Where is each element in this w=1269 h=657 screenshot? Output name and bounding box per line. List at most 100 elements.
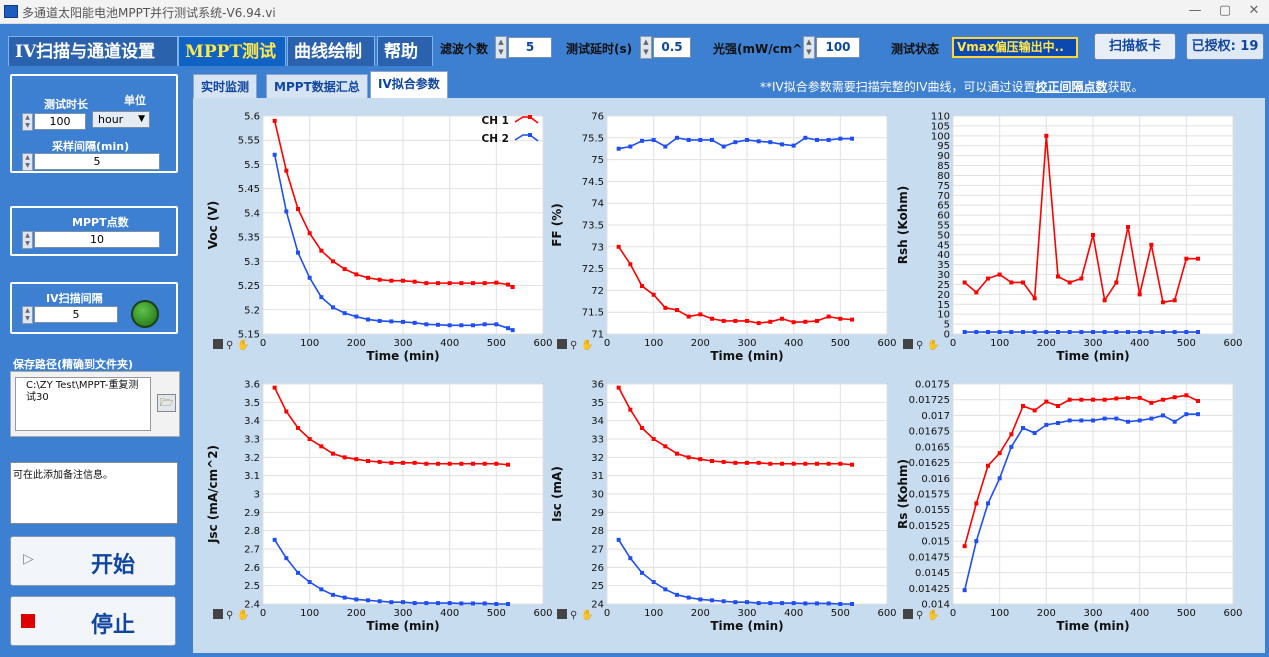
data-point [686, 137, 691, 142]
data-point [284, 409, 289, 414]
data-point [1114, 330, 1119, 335]
maximize-button[interactable]: ▢ [1218, 3, 1232, 18]
x-tick-label: 500 [487, 608, 506, 619]
y-tick-label: 0.016 [921, 474, 950, 485]
stop-button[interactable]: 停止 [10, 596, 176, 646]
data-point [424, 461, 429, 466]
y-axis-label: Rsh (Kohm) [896, 186, 910, 264]
folder-browse-icon[interactable]: 🗁 [157, 394, 176, 412]
y-tick-label: 5.6 [244, 112, 260, 123]
data-point [331, 592, 335, 597]
note-input[interactable]: 可在此添加备注信息。 [10, 462, 178, 524]
iv-interval-input[interactable]: 5 [34, 306, 118, 323]
sample-interval-input[interactable]: 5 [34, 153, 160, 170]
x-tick-label: 400 [1130, 338, 1149, 349]
title-bar: 多通道太阳能电池MPPT并行测试系统-V6.94.vi — ▢ ✕ [0, 0, 1269, 24]
y-tick-label: 15 [937, 300, 950, 311]
tab-curve-plot[interactable]: 曲线绘制 [287, 36, 375, 66]
y-tick-label: 85 [937, 161, 950, 172]
left-settings-panel: 测试时长 单位 ▲ ▼ 100 hour ▼ 采样间隔(min) ▲ ▼ 5 MPPT… [0, 66, 187, 653]
duration-stepper[interactable]: ▲ ▼ [22, 113, 33, 131]
tab-iv-scan[interactable]: IV扫描与通道设置 [8, 36, 178, 66]
data-point [616, 385, 621, 390]
x-tick-label: 0 [950, 608, 956, 619]
tab-iv-fit-params[interactable]: IV拟合参数 [370, 71, 448, 98]
tab-help[interactable]: 帮助 [377, 36, 433, 66]
start-button[interactable]: ▷ 开始 [10, 536, 176, 586]
x-tick-label: 400 [1130, 608, 1149, 619]
data-point [1079, 418, 1084, 423]
data-point [1044, 330, 1049, 335]
data-point [768, 140, 773, 145]
mppt-points-input[interactable]: 10 [34, 231, 160, 248]
data-point [815, 318, 819, 323]
test-delay-stepper[interactable]: ▲ ▼ [640, 36, 652, 59]
data-point [377, 318, 382, 323]
x-tick-label: 400 [440, 338, 459, 349]
x-tick-label: 100 [300, 608, 319, 619]
light-intensity-stepper[interactable]: ▲ ▼ [803, 36, 815, 59]
y-tick-label: 0.0165 [915, 442, 950, 453]
y-tick-label: 5.45 [238, 184, 260, 195]
data-point [459, 461, 464, 466]
status-led-icon [131, 300, 159, 328]
tab-realtime[interactable]: 实时监测 [193, 74, 258, 98]
data-point [962, 280, 967, 285]
unit-select[interactable]: hour ▼ [92, 111, 150, 128]
y-tick-label: 71 [591, 330, 604, 341]
light-intensity-input[interactable]: 100 [816, 37, 860, 58]
duration-input[interactable]: 100 [34, 113, 86, 130]
data-point [412, 460, 417, 465]
data-point [1184, 412, 1189, 417]
iv-interval-stepper[interactable]: ▲ ▼ [22, 306, 33, 324]
y-tick-label: 5.3 [244, 257, 260, 268]
y-tick-label: 2.4 [244, 600, 260, 611]
filter-count-stepper[interactable]: ▲ ▼ [495, 36, 507, 59]
data-point [471, 461, 475, 466]
legend-label: CH 2 [482, 133, 509, 145]
data-point [780, 461, 784, 466]
data-point [1056, 404, 1060, 408]
calibration-points-link[interactable]: 校正间隔点数 [1035, 80, 1108, 94]
data-point [389, 278, 394, 283]
y-tick-label: 0.01625 [909, 458, 950, 469]
save-path-input[interactable]: C:\ZY Test\MPPT-重复测试30 [15, 377, 151, 431]
data-point [756, 601, 761, 606]
data-point [616, 244, 621, 249]
y-tick-label: 3.5 [244, 398, 260, 409]
y-tick-label: 34 [591, 416, 604, 427]
y-tick-label: 35 [937, 260, 950, 271]
sample-interval-stepper[interactable]: ▲ ▼ [22, 153, 33, 171]
data-point [710, 316, 714, 321]
pan-tool-icon: ✋ [581, 338, 593, 351]
tab-mppt-test[interactable]: MPPT测试 [178, 36, 286, 66]
test-delay-input[interactable]: 0.5 [653, 37, 691, 58]
series-line [273, 120, 514, 288]
x-axis-label: Time (min) [1056, 349, 1129, 363]
y-tick-label: 5.35 [238, 233, 260, 244]
y-tick-label: 0.015 [921, 537, 950, 548]
data-point [780, 316, 784, 321]
x-tick-label: 100 [300, 338, 319, 349]
scan-card-button[interactable]: 扫描板卡 [1094, 33, 1176, 60]
filter-count-input[interactable]: 5 [508, 37, 552, 58]
x-tick-label: 200 [1037, 338, 1056, 349]
y-tick-label: 2.9 [244, 508, 260, 519]
tab-mppt-summary[interactable]: MPPT数据汇总 [266, 74, 368, 98]
data-point [471, 601, 475, 606]
data-point [640, 570, 644, 575]
data-point [986, 276, 990, 281]
data-point [412, 320, 417, 325]
data-point [459, 281, 464, 286]
data-point [296, 250, 300, 255]
data-point [1137, 330, 1142, 335]
minimize-button[interactable]: — [1188, 3, 1202, 18]
data-point [815, 461, 819, 466]
mppt-points-stepper[interactable]: ▲ ▼ [22, 231, 33, 249]
legend-swatch [514, 116, 539, 124]
y-tick-label: 70 [937, 191, 950, 202]
y-tick-label: 5.2 [244, 305, 260, 316]
x-tick-label: 0 [604, 608, 610, 619]
x-tick-label: 600 [533, 338, 552, 349]
close-button[interactable]: ✕ [1248, 3, 1260, 18]
